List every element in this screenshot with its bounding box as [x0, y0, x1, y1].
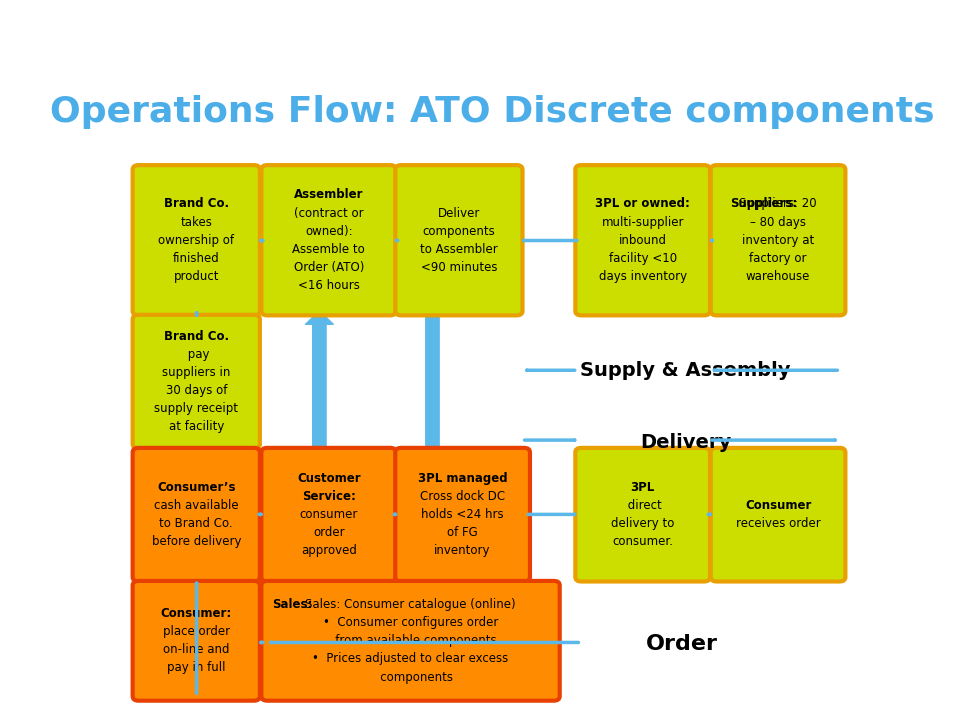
Text: Customer: Customer — [297, 472, 361, 485]
Text: components: components — [369, 670, 452, 683]
Text: Delivery: Delivery — [639, 433, 732, 452]
Text: Cross dock DC: Cross dock DC — [420, 490, 505, 503]
Text: facility <10: facility <10 — [609, 252, 677, 265]
Text: components: components — [422, 225, 495, 238]
Text: consumer.: consumer. — [612, 536, 673, 549]
FancyBboxPatch shape — [710, 448, 846, 582]
FancyBboxPatch shape — [261, 448, 396, 582]
Text: approved: approved — [300, 544, 356, 557]
FancyBboxPatch shape — [261, 581, 560, 701]
Text: on-line and: on-line and — [163, 644, 229, 657]
Text: takes: takes — [180, 215, 212, 229]
Text: of FG: of FG — [447, 526, 478, 539]
Text: product: product — [174, 270, 219, 283]
Text: Order: Order — [646, 634, 718, 654]
Text: 3PL: 3PL — [631, 481, 655, 494]
Text: •  Prices adjusted to clear excess: • Prices adjusted to clear excess — [312, 652, 509, 665]
Text: inventory at: inventory at — [742, 234, 814, 247]
Text: Consumer:: Consumer: — [160, 607, 232, 620]
Text: <16 hours: <16 hours — [298, 279, 360, 292]
Text: to Brand Co.: to Brand Co. — [159, 517, 233, 530]
Text: Consumer’s: Consumer’s — [157, 481, 235, 494]
FancyBboxPatch shape — [132, 581, 260, 701]
Text: consumer: consumer — [300, 508, 358, 521]
Text: Service:: Service: — [301, 490, 355, 503]
Text: LEARN
ABOUT
Logistics: LEARN ABOUT Logistics — [470, 663, 514, 696]
Text: factory or: factory or — [750, 252, 806, 265]
Text: Brand Co.: Brand Co. — [164, 330, 228, 343]
Text: ownership of: ownership of — [158, 234, 234, 247]
Text: 30 days of: 30 days of — [165, 384, 227, 397]
Text: Operations Flow: ATO Discrete components: Operations Flow: ATO Discrete components — [50, 95, 934, 129]
FancyBboxPatch shape — [132, 315, 260, 449]
Text: •  Consumer configures order: • Consumer configures order — [323, 616, 498, 629]
Text: supply receipt: supply receipt — [155, 402, 238, 415]
Text: Consumer: Consumer — [745, 499, 811, 512]
FancyBboxPatch shape — [132, 448, 260, 582]
Text: receives order: receives order — [735, 517, 821, 530]
Text: before delivery: before delivery — [152, 536, 241, 549]
Text: Order (ATO): Order (ATO) — [294, 261, 364, 274]
Text: order: order — [313, 526, 345, 539]
Text: Deliver: Deliver — [438, 207, 480, 220]
Text: from available components: from available components — [324, 634, 497, 647]
Text: suppliers in: suppliers in — [162, 366, 230, 379]
Text: Suppliers:: Suppliers: — [731, 197, 798, 210]
Text: cash available: cash available — [154, 499, 239, 512]
Text: direct: direct — [624, 499, 661, 512]
Text: place order: place order — [162, 625, 229, 638]
Text: owned):: owned): — [305, 225, 352, 238]
Text: 3PL or owned:: 3PL or owned: — [595, 197, 690, 210]
Text: Assembler: Assembler — [294, 189, 364, 202]
Text: Suppliers: 20: Suppliers: 20 — [739, 197, 817, 210]
Text: inbound: inbound — [618, 234, 666, 247]
FancyBboxPatch shape — [575, 448, 710, 582]
Text: warehouse: warehouse — [746, 270, 810, 283]
Text: pay in full: pay in full — [167, 662, 226, 675]
FancyBboxPatch shape — [396, 165, 522, 315]
FancyBboxPatch shape — [261, 165, 396, 315]
Text: inventory: inventory — [434, 544, 491, 557]
Text: finished: finished — [173, 252, 220, 265]
Text: at facility: at facility — [169, 420, 224, 433]
Text: 3PL managed: 3PL managed — [418, 472, 508, 485]
Text: <90 minutes: <90 minutes — [420, 261, 497, 274]
Text: days inventory: days inventory — [599, 270, 686, 283]
Text: (contract or: (contract or — [294, 207, 364, 220]
Text: multi-supplier: multi-supplier — [601, 215, 684, 229]
Text: Sales:: Sales: — [273, 598, 313, 611]
Text: delivery to: delivery to — [611, 517, 674, 530]
FancyBboxPatch shape — [575, 165, 710, 315]
Text: Sales: Consumer catalogue (online): Sales: Consumer catalogue (online) — [305, 598, 516, 611]
Text: Brand Co.: Brand Co. — [164, 197, 228, 210]
Text: Assemble to: Assemble to — [292, 243, 365, 256]
Text: to Assembler: to Assembler — [420, 243, 498, 256]
Text: Supply & Assembly: Supply & Assembly — [580, 361, 791, 379]
FancyBboxPatch shape — [132, 165, 260, 315]
Text: – 80 days: – 80 days — [750, 215, 806, 229]
FancyBboxPatch shape — [396, 448, 530, 582]
FancyBboxPatch shape — [710, 165, 846, 315]
Text: pay: pay — [183, 348, 209, 361]
Text: holds <24 hrs: holds <24 hrs — [421, 508, 504, 521]
